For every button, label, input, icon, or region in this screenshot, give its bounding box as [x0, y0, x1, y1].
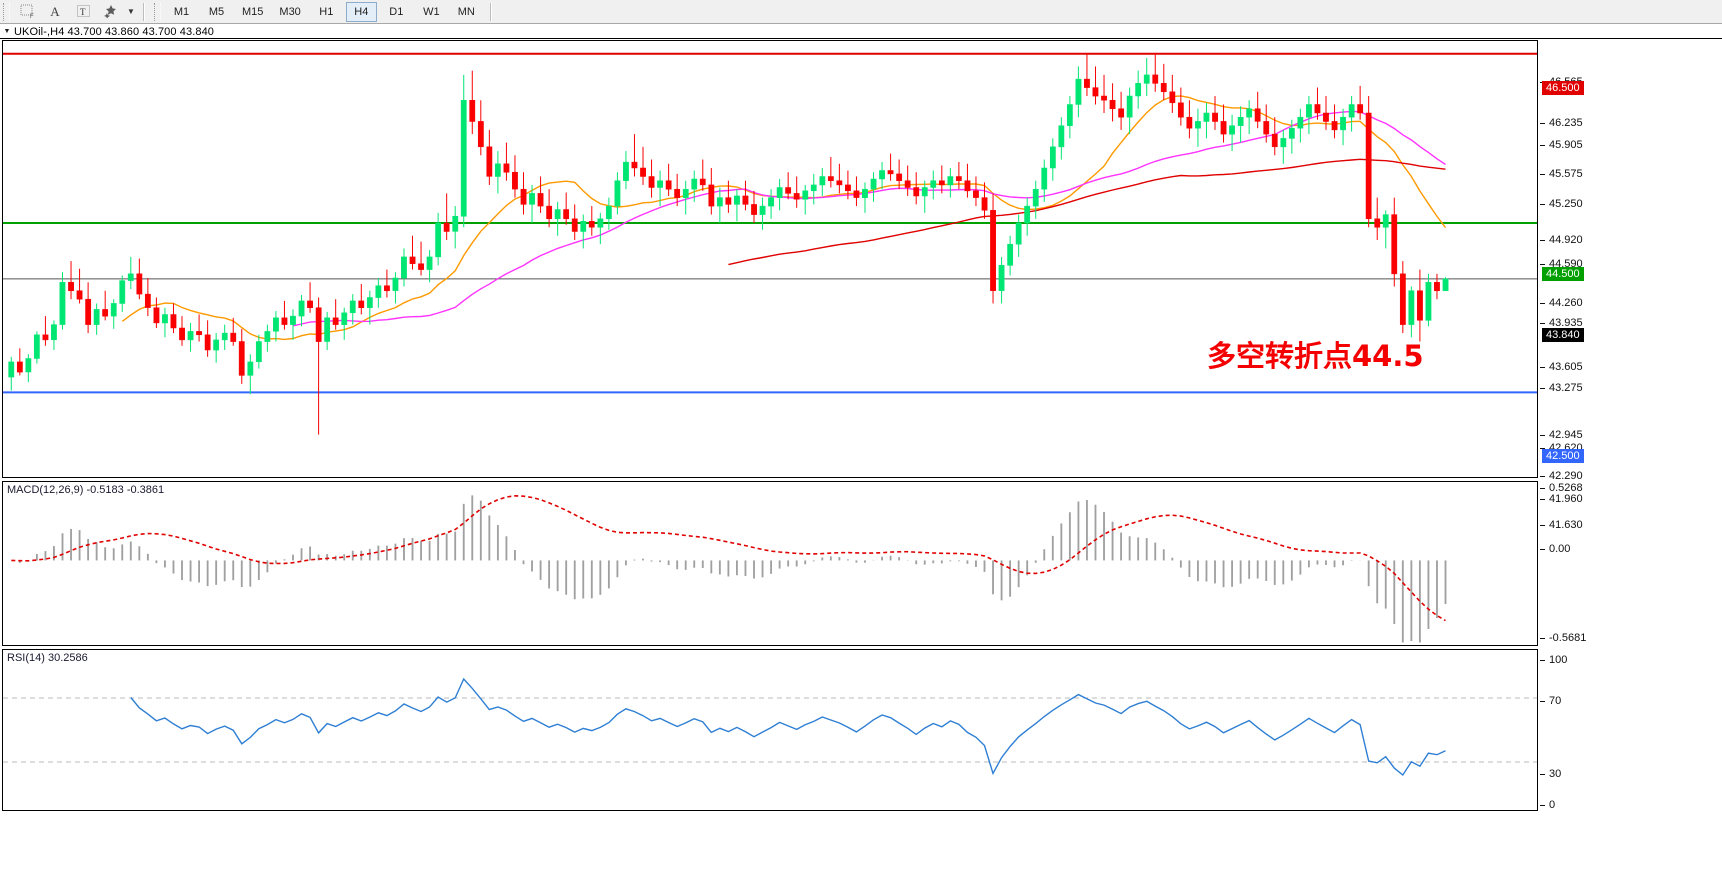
rsi-panel[interactable]: RSI(14) 30.2586: [2, 649, 1538, 811]
rsi-tick: 30: [1540, 768, 1561, 780]
price-tag-support-low[interactable]: 42.500: [1542, 449, 1584, 463]
macd-canvas: [11, 494, 1447, 643]
timeframe-m30[interactable]: M30: [279, 5, 301, 18]
rsi-label: RSI(14) 30.2586: [7, 652, 88, 664]
macd-tick: 0.5268: [1540, 482, 1583, 494]
macd-tick: -0.5681: [1540, 632, 1586, 644]
price-tick: 43.275: [1540, 382, 1583, 394]
price-tick: 44.260: [1540, 297, 1583, 309]
price-axis[interactable]: 46.56546.23545.90545.57545.25044.92044.5…: [1540, 40, 1722, 531]
rsi-tick: 70: [1540, 695, 1561, 707]
macd-axis: 0.5268 0.00 -0.5681: [1540, 481, 1722, 646]
toolbar: F A T ▼ M1 M5 M15 M30 H1 H4 D1 W1 MN: [0, 0, 1722, 24]
symbol-ohlc-label: UKOil-,H4 43.700 43.860 43.700 43.840: [14, 25, 215, 38]
dropdown-arrow-icon[interactable]: ▼: [127, 7, 135, 16]
price-tick: 46.235: [1540, 117, 1583, 129]
price-tick: 45.905: [1540, 139, 1583, 151]
time-axis-strip: 20 Jul 202021 Jul 08:0022 Jul 16:0024 Ju…: [0, 812, 1722, 894]
timeframe-m15[interactable]: M15: [242, 5, 264, 18]
price-tick: 41.960: [1540, 493, 1583, 505]
timeframe-group: M1 M5 M15 M30 H1 H4 D1 W1 MN: [164, 1, 484, 22]
timeframe-m1[interactable]: M1: [173, 5, 190, 18]
crosshair-f-icon[interactable]: F: [14, 1, 40, 23]
timeframe-grip[interactable]: [154, 2, 161, 21]
price-tick: 45.250: [1540, 198, 1583, 210]
objects-icon[interactable]: [98, 1, 124, 23]
macd-label: MACD(12,26,9) -0.5183 -0.3861: [7, 484, 165, 496]
symbol-bar: ▼ UKOil-,H4 43.700 43.860 43.700 43.840: [0, 25, 1722, 39]
price-tag-resistance[interactable]: 46.500: [1542, 81, 1584, 95]
rsi-tick: 100: [1540, 654, 1567, 666]
svg-text:F: F: [30, 14, 34, 19]
timeframe-m5[interactable]: M5: [208, 5, 225, 18]
price-chart-panel[interactable]: [2, 40, 1538, 478]
font-a-icon[interactable]: A: [50, 3, 60, 19]
toolbar-separator: [143, 2, 145, 21]
price-tick: 42.290: [1540, 470, 1583, 482]
price-chart-canvas: [3, 52, 1537, 435]
price-tick: 43.935: [1540, 317, 1583, 329]
timeframe-d1[interactable]: D1: [389, 5, 404, 18]
rsi-axis: 100 70 30 0: [1540, 649, 1722, 811]
macd-tick: 0.00: [1540, 543, 1570, 555]
toolbar-separator-2: [489, 2, 492, 21]
rsi-tick: 0: [1540, 799, 1555, 811]
price-tick: 45.575: [1540, 168, 1583, 180]
chevron-down-icon[interactable]: ▼: [3, 28, 11, 35]
timeframe-mn[interactable]: MN: [457, 5, 475, 18]
price-tick: 43.605: [1540, 361, 1583, 373]
timeframe-h4[interactable]: H4: [345, 1, 377, 22]
svg-text:T: T: [80, 7, 86, 17]
toolbar-grip[interactable]: [3, 2, 10, 21]
price-tag-last-price[interactable]: 43.840: [1542, 328, 1584, 342]
timeframe-h1[interactable]: H1: [319, 5, 334, 18]
price-tag-support-mid[interactable]: 44.500: [1542, 267, 1584, 281]
price-tick: 44.920: [1540, 234, 1583, 246]
price-tick: 42.945: [1540, 429, 1583, 441]
rsi-canvas: [3, 677, 1537, 777]
chart-annotation-text[interactable]: 多空转折点44.5: [1207, 339, 1424, 373]
text-label-icon[interactable]: T: [70, 1, 96, 23]
macd-panel[interactable]: MACD(12,26,9) -0.5183 -0.3861: [2, 481, 1538, 646]
timeframe-w1[interactable]: W1: [423, 5, 440, 18]
price-tick: 41.630: [1540, 519, 1583, 531]
